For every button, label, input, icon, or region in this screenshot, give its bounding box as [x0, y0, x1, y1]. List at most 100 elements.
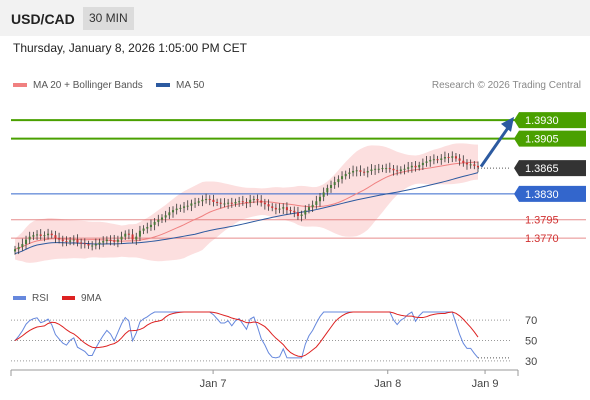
candle — [135, 232, 138, 245]
candle — [399, 166, 402, 175]
candle-body — [109, 239, 112, 241]
candle — [13, 245, 17, 255]
legend-9ma-swatch — [62, 296, 75, 301]
candle-body — [153, 221, 156, 225]
candle-body — [454, 156, 457, 159]
candle-body — [318, 196, 322, 202]
candle-body — [28, 236, 31, 240]
candle-body — [238, 201, 241, 203]
candle — [94, 238, 97, 250]
candle-body — [76, 239, 79, 243]
candle-body — [374, 168, 377, 170]
candle-body — [337, 179, 340, 183]
candle — [370, 164, 373, 175]
candle-body — [348, 172, 351, 174]
legend-ma20-label: MA 20 + Bollinger Bands — [33, 80, 143, 91]
candle-body — [307, 207, 310, 211]
candle-body — [421, 162, 424, 166]
candle — [131, 229, 134, 244]
candle — [414, 160, 417, 172]
candle — [72, 235, 75, 246]
candle-body — [87, 244, 90, 246]
candle-body — [300, 214, 303, 216]
candle-body — [304, 210, 307, 215]
rsi-line — [14, 311, 479, 359]
candle-body — [25, 239, 28, 245]
candle — [109, 235, 112, 246]
candle — [469, 159, 472, 169]
candle-body — [39, 234, 42, 236]
candle-body — [83, 243, 86, 245]
candle — [76, 234, 79, 247]
legend-ma20: MA 20 + Bollinger Bands — [13, 80, 143, 91]
candle-body — [58, 238, 61, 240]
candle — [105, 236, 108, 245]
candle — [219, 198, 222, 209]
candle-body — [322, 192, 325, 197]
candle-body — [157, 219, 160, 222]
resistance-level-label: 1.3905 — [525, 134, 559, 146]
candle-body — [186, 205, 189, 207]
candle-body — [392, 168, 395, 171]
candle-body — [142, 228, 145, 231]
candle — [458, 154, 461, 166]
candle-body — [249, 199, 252, 203]
candle — [186, 200, 189, 211]
candle — [87, 240, 90, 249]
candle-body — [285, 207, 288, 211]
candle-body — [381, 168, 384, 170]
candle — [164, 210, 167, 223]
candle-body — [69, 240, 72, 242]
candle-body — [418, 165, 421, 168]
candle-body — [102, 241, 105, 243]
candle — [212, 194, 215, 207]
candle — [36, 230, 39, 241]
candle — [175, 203, 178, 215]
candle-body — [43, 235, 46, 237]
candle-body — [201, 199, 204, 202]
candle-body — [476, 165, 480, 168]
timeframe-badge[interactable]: 30 MIN — [83, 7, 134, 30]
candle — [403, 164, 406, 175]
candle — [392, 164, 395, 176]
legend-ma20-swatch — [13, 83, 27, 88]
candle-body — [271, 206, 274, 208]
candle-body — [205, 199, 208, 201]
candle — [32, 231, 35, 240]
candle-body — [212, 199, 215, 202]
candle — [263, 198, 266, 210]
candle — [194, 197, 197, 208]
candle — [348, 168, 351, 179]
resistance-level-label: 1.3930 — [525, 115, 559, 127]
candle — [230, 197, 233, 208]
candle — [160, 214, 163, 224]
candle-body — [465, 162, 468, 165]
candle — [227, 198, 230, 209]
pivot-level-label: 1.3830 — [525, 189, 559, 201]
legend-rsi: RSI — [13, 293, 49, 304]
candle-body — [403, 168, 406, 170]
candle — [436, 155, 439, 164]
candle — [300, 210, 303, 222]
candle — [153, 218, 156, 231]
candle-body — [190, 203, 193, 206]
candle-body — [120, 236, 123, 240]
candle-body — [168, 212, 171, 216]
candle — [21, 238, 24, 251]
candle-body — [208, 199, 211, 201]
candle-body — [234, 201, 237, 204]
candle — [28, 231, 31, 244]
candle — [363, 168, 366, 176]
candle-body — [414, 165, 417, 168]
candle-body — [447, 157, 450, 158]
candle-body — [344, 173, 347, 177]
candle-body — [179, 207, 182, 209]
candle-body — [194, 202, 197, 204]
rsi-tick-label: 50 — [525, 336, 537, 348]
candle-body — [54, 235, 57, 239]
candle — [451, 151, 454, 163]
candle — [315, 195, 318, 209]
candle-body — [341, 176, 344, 180]
current-level-label: 1.3865 — [525, 163, 559, 175]
